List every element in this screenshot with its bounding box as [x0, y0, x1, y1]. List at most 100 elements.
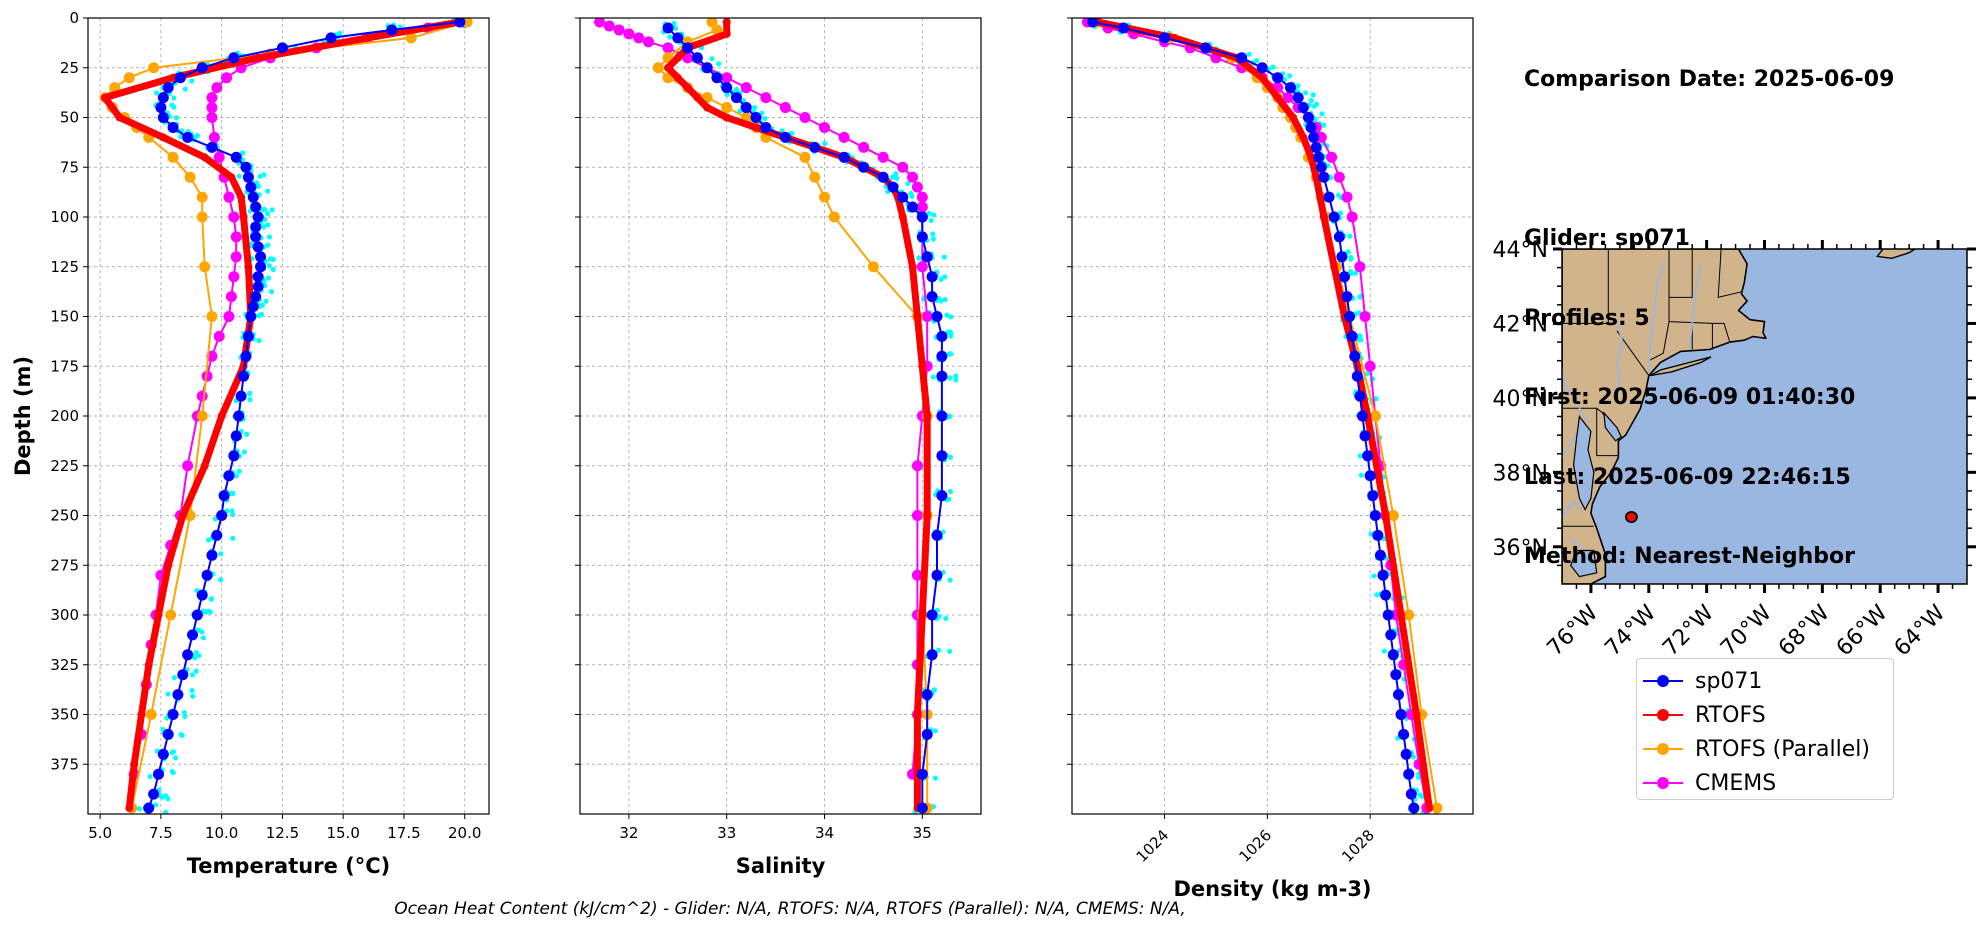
series-point [1346, 211, 1358, 223]
raw-glider-point [938, 276, 944, 282]
series-point [169, 73, 178, 82]
y-tick-label: 175 [50, 357, 79, 375]
series-point [1395, 709, 1407, 720]
series-point [223, 311, 235, 322]
raw-glider-point [779, 128, 785, 134]
series-point [1349, 350, 1361, 362]
series-point [1364, 360, 1376, 372]
series-point [721, 72, 733, 84]
series-point [252, 271, 264, 283]
series-point [916, 191, 928, 203]
raw-glider-point [1381, 648, 1387, 654]
series-point [1299, 133, 1308, 142]
raw-glider-point [947, 577, 953, 583]
river [1647, 263, 1665, 372]
raw-glider-point [1270, 64, 1276, 70]
series-point [125, 804, 134, 813]
series-point [682, 42, 694, 54]
series-point [672, 32, 684, 44]
raw-glider-point [163, 793, 169, 799]
series-point [244, 262, 253, 271]
map-lon-label: 72°W [1658, 600, 1719, 661]
raw-glider-point [1373, 396, 1379, 402]
series-point [936, 370, 948, 382]
series-point [239, 213, 248, 221]
series-point [148, 62, 160, 74]
series-point [162, 82, 174, 94]
raw-glider-point [230, 490, 236, 496]
series-point [174, 72, 186, 84]
series-point [196, 589, 208, 601]
series-point [157, 112, 169, 123]
raw-glider-point [1347, 233, 1353, 239]
legend-item-rtofs-parallel: RTOFS (Parallel) [1637, 732, 1893, 766]
raw-glider-point [930, 231, 936, 237]
series-point [1382, 609, 1394, 621]
series-line-rtofs-parallel- [104, 21, 469, 809]
y-tick-label: 275 [50, 556, 79, 574]
raw-glider-point [268, 288, 275, 295]
map-lon-label: 74°W [1600, 600, 1661, 661]
series-point [216, 510, 228, 521]
series-point [137, 710, 146, 719]
raw-glider-point [1374, 592, 1380, 598]
raw-glider-point [716, 61, 722, 67]
raw-glider-point [822, 140, 828, 147]
series-point [1354, 261, 1366, 273]
series-point [1362, 450, 1374, 462]
raw-glider-point [194, 132, 200, 139]
raw-glider-point [270, 256, 276, 262]
series-point [196, 211, 208, 223]
series-point [926, 649, 938, 661]
series-point [921, 311, 933, 322]
series-point [911, 460, 923, 472]
x-axis-label: Salinity [736, 854, 826, 878]
raw-glider-point [261, 172, 267, 178]
series-point [799, 151, 811, 163]
series-point [245, 311, 257, 322]
series-point [200, 461, 209, 470]
x-tick-label: 33 [717, 824, 736, 842]
series-point [752, 123, 761, 132]
series-point [916, 261, 928, 273]
series-point [225, 291, 237, 303]
series-line-sp071 [667, 27, 943, 809]
map-lon-label: 68°W [1774, 600, 1835, 661]
series-point [157, 92, 169, 104]
raw-glider-point [1410, 754, 1416, 760]
series-point [1403, 768, 1415, 780]
raw-glider-point [265, 275, 272, 281]
series-point [165, 609, 177, 621]
series-point [721, 102, 733, 114]
series-point [191, 609, 203, 621]
raw-glider-point [1310, 92, 1316, 98]
legend-label: CMEMS [1695, 770, 1777, 796]
series-point [230, 430, 242, 442]
series-point [1087, 18, 1099, 28]
x-tick-label: 1026 [1235, 826, 1275, 866]
series-point [799, 112, 811, 123]
series-point [405, 32, 417, 44]
raw-glider-point [948, 330, 954, 336]
series-point [931, 311, 943, 322]
raw-glider-point [265, 222, 271, 228]
raw-glider-point [261, 278, 267, 285]
series-point [178, 511, 187, 520]
series-point [760, 92, 772, 104]
raw-glider-point [762, 115, 768, 122]
raw-glider-point [947, 454, 953, 460]
series-point [1273, 93, 1282, 102]
series-point [1408, 802, 1420, 814]
raw-glider-point [236, 173, 242, 179]
state-border [1669, 249, 1693, 298]
map-lon-label: 66°W [1832, 600, 1893, 661]
series-point [252, 211, 264, 223]
raw-glider-point [1308, 97, 1314, 104]
series-point [662, 22, 674, 34]
series-point [1397, 611, 1406, 619]
chart-density: 1024 1026 1028 Density (kg m-3) [1067, 17, 1474, 901]
raw-glider-point [200, 635, 206, 641]
raw-glider-point [244, 431, 250, 437]
series-point [819, 121, 831, 133]
map-lon-label: 76°W [1543, 600, 1604, 661]
